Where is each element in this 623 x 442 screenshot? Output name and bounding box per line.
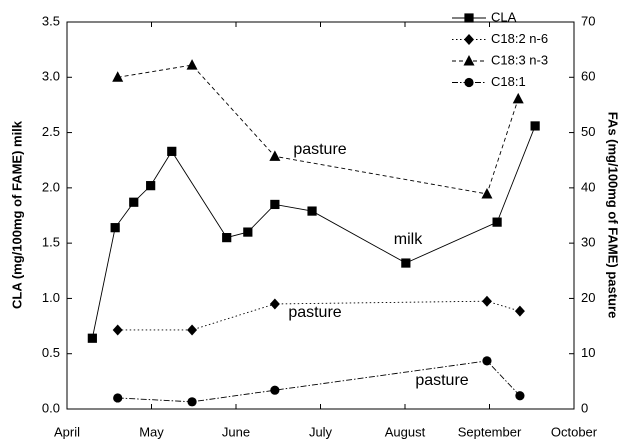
annotation: milk bbox=[394, 231, 423, 248]
legend-label: C18:3 n-3 bbox=[491, 52, 548, 67]
marker bbox=[129, 197, 139, 207]
legend-marker bbox=[463, 55, 475, 66]
marker bbox=[530, 121, 540, 131]
marker bbox=[187, 397, 197, 407]
marker bbox=[110, 223, 120, 233]
x-tick-label: September bbox=[458, 424, 522, 439]
annotation: pasture bbox=[415, 372, 468, 389]
y-tick-label: 1.5 bbox=[42, 235, 60, 250]
marker bbox=[482, 356, 492, 366]
marker bbox=[113, 393, 123, 403]
marker bbox=[515, 391, 525, 401]
y-tick-label: 3.0 bbox=[42, 69, 60, 84]
annotation: pasture bbox=[288, 304, 341, 321]
marker bbox=[269, 298, 280, 310]
annotation: pasture bbox=[293, 141, 346, 158]
marker bbox=[87, 333, 97, 343]
legend-marker bbox=[464, 77, 474, 88]
marker bbox=[270, 199, 280, 210]
y-tick-label: 0.5 bbox=[42, 345, 60, 360]
x-tick-label: April bbox=[54, 424, 80, 439]
marker bbox=[112, 324, 123, 336]
x-tick-label: October bbox=[551, 424, 598, 439]
legend-marker bbox=[464, 13, 474, 23]
y2-tick-label: 70 bbox=[581, 13, 595, 28]
marker bbox=[112, 71, 124, 82]
y-tick-label: 2.0 bbox=[42, 179, 60, 194]
y2-tick-label: 0 bbox=[581, 400, 588, 415]
marker bbox=[481, 187, 493, 199]
marker bbox=[186, 59, 198, 70]
marker bbox=[167, 146, 177, 156]
x-tick-label: May bbox=[139, 424, 164, 439]
y-tick-label: 3.5 bbox=[42, 13, 60, 28]
y-tick-label: 0.0 bbox=[42, 400, 60, 415]
marker bbox=[514, 305, 525, 317]
x-tick-label: August bbox=[385, 424, 426, 439]
y-tick-label: 2.5 bbox=[42, 124, 60, 139]
marker bbox=[187, 324, 198, 336]
marker bbox=[269, 150, 281, 161]
y2-tick-label: 10 bbox=[581, 345, 595, 360]
y2-tick-label: 50 bbox=[581, 124, 595, 139]
legend-label: C18:1 bbox=[491, 74, 526, 89]
x-tick-label: July bbox=[309, 424, 333, 439]
marker bbox=[222, 233, 232, 243]
marker bbox=[492, 217, 502, 227]
y2-tick-label: 40 bbox=[581, 179, 595, 194]
y2-axis-title: FAs (mg/100mg of FAME) pasture bbox=[606, 112, 621, 319]
marker bbox=[512, 92, 524, 104]
marker bbox=[270, 385, 280, 395]
legend-label: C18:2 n-6 bbox=[491, 31, 548, 46]
legend-marker bbox=[464, 34, 474, 45]
y2-tick-label: 30 bbox=[581, 235, 595, 250]
marker bbox=[401, 258, 411, 268]
x-tick-label: June bbox=[222, 424, 250, 439]
legend-label: CLA bbox=[491, 9, 517, 24]
y2-tick-label: 20 bbox=[581, 290, 595, 305]
y2-tick-label: 60 bbox=[581, 69, 595, 84]
y-axis-title: CLA (mg/100mg of FAME) milk bbox=[9, 120, 24, 309]
y-tick-label: 1.0 bbox=[42, 290, 60, 305]
marker bbox=[307, 206, 317, 216]
marker bbox=[243, 227, 253, 237]
series-line bbox=[117, 64, 519, 195]
marker bbox=[146, 181, 156, 191]
marker bbox=[481, 295, 492, 307]
